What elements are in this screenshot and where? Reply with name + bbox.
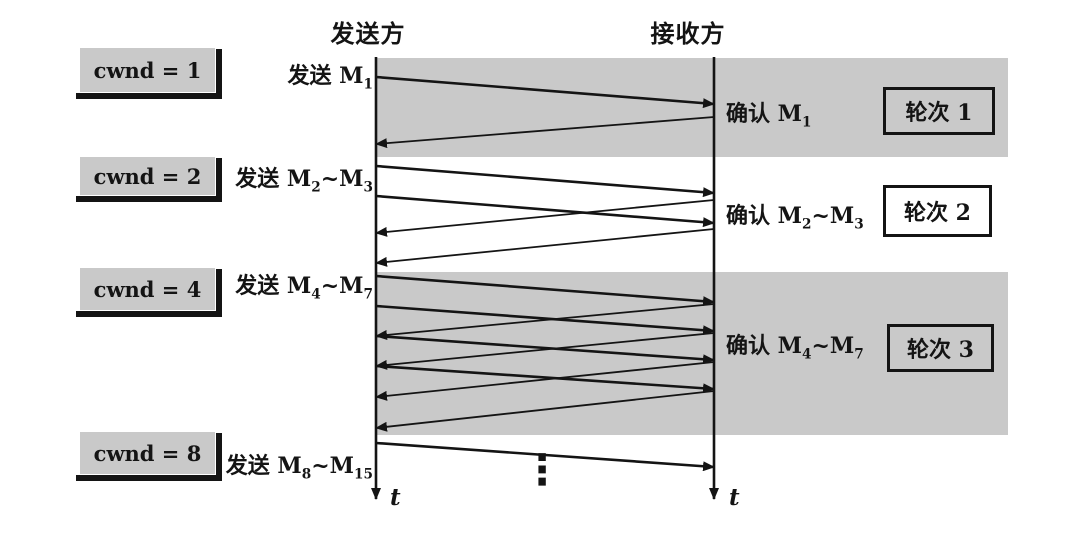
sender-time-axis-label: t	[390, 484, 401, 511]
data-arrow-M4	[375, 274, 715, 307]
data-arrow-M8	[375, 441, 715, 472]
round-number-label-2: 轮次 2	[904, 200, 971, 226]
ack-arrow-ack-M3	[375, 228, 715, 267]
data-arrow-M7	[375, 364, 715, 394]
data-arrow-M6	[375, 334, 715, 365]
round-number-box-3: 轮次 3	[887, 324, 994, 372]
data-arrow-M2	[375, 164, 715, 198]
ack-arrow-ack-M7	[375, 390, 715, 432]
send-label-round2: 发送 M2~M3	[235, 166, 373, 196]
cwnd-box-round2: cwnd = 2	[76, 157, 222, 202]
round-number-box-1: 轮次 1	[883, 87, 995, 135]
receiver-column-title: 接收方	[650, 19, 726, 48]
send-label-round3: 发送 M4~M7	[235, 273, 373, 303]
send-label-round4: 发送 M8~M15	[225, 453, 373, 483]
cwnd-label-round2: cwnd = 2	[93, 163, 202, 189]
data-arrow-M5	[375, 304, 715, 336]
cwnd-box-round3: cwnd = 4	[76, 268, 222, 317]
cwnd-box-round4: cwnd = 8	[76, 432, 222, 481]
data-arrow-M1	[375, 75, 715, 109]
round-number-label-1: 轮次 1	[905, 100, 973, 126]
cwnd-label-round4: cwnd = 8	[93, 440, 202, 466]
ack-arrow-ack-M6	[375, 361, 715, 401]
ack-label-round2: 确认 M2~M3	[726, 203, 864, 233]
cwnd-box-round1: cwnd = 1	[76, 48, 222, 99]
ack-arrow-ack-M2	[375, 199, 715, 237]
data-arrow-M3	[375, 194, 715, 228]
continuation-ellipsis: ⋮	[521, 445, 563, 494]
receiver-time-axis-label: t	[729, 484, 740, 511]
cwnd-label-round3: cwnd = 4	[93, 276, 202, 302]
ack-arrow-ack-M1	[375, 116, 715, 149]
ack-arrow-ack-M5	[375, 332, 715, 370]
ack-label-round3: 确认 M4~M7	[726, 333, 864, 363]
send-label-round1: 发送 M1	[287, 63, 374, 93]
round-number-box-2: 轮次 2	[883, 185, 992, 237]
cwnd-label-round1: cwnd = 1	[93, 57, 202, 83]
sender-column-title: 发送方	[330, 19, 406, 48]
ack-arrow-ack-M4	[375, 303, 715, 340]
round-number-label-3: 轮次 3	[907, 337, 974, 363]
ack-label-round1: 确认 M1	[726, 101, 812, 131]
round1-shaded-band	[376, 58, 1008, 157]
